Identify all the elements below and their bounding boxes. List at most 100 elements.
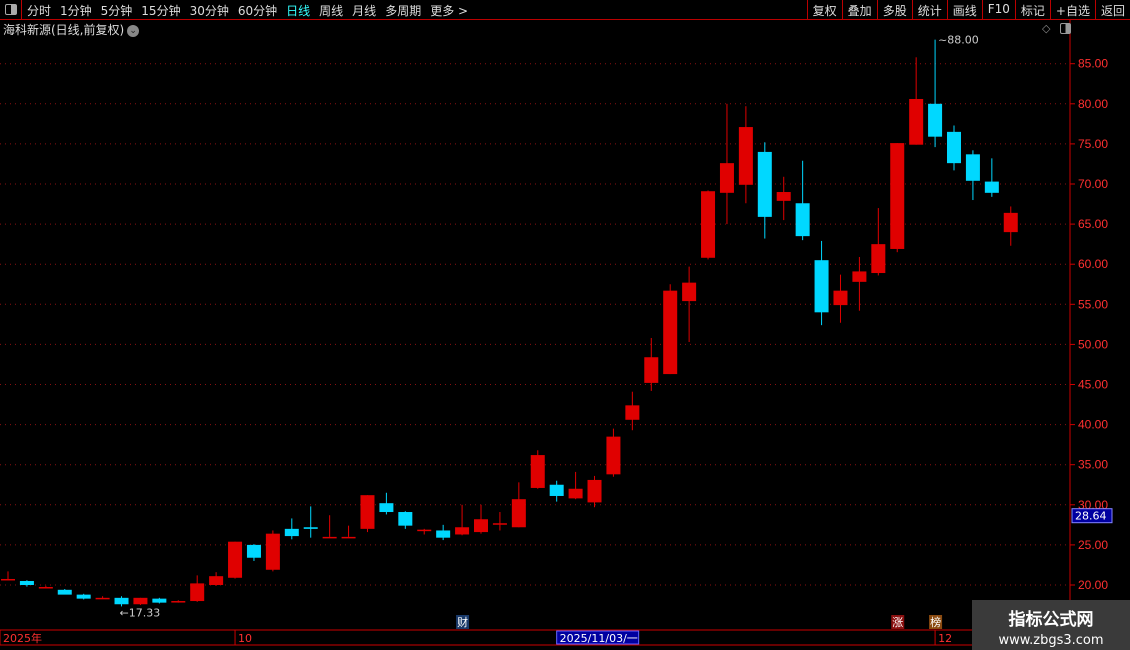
low-price-label: ←17.33 xyxy=(120,606,161,619)
toolbar-button-6[interactable]: 标记 xyxy=(1014,0,1050,19)
chevron-down-icon[interactable]: ⌄ xyxy=(127,24,140,37)
candle-body xyxy=(701,191,716,258)
y-tick-label: 65.00 xyxy=(1078,217,1108,231)
candle-body xyxy=(833,290,848,306)
candle-body xyxy=(663,290,678,375)
candle-body xyxy=(511,499,526,528)
tab-period-9[interactable]: 多周期 xyxy=(385,4,422,18)
toolbar-button-7[interactable]: +自选 xyxy=(1049,0,1095,19)
candle-body xyxy=(568,488,583,499)
y-tick-label: 80.00 xyxy=(1078,97,1108,111)
candle-body xyxy=(133,597,148,605)
candle-body xyxy=(606,436,621,475)
candle-body xyxy=(587,479,602,503)
stock-title: 海科新源(日线,前复权) xyxy=(3,23,125,37)
candle-body xyxy=(682,282,697,302)
y-tick-label: 40.00 xyxy=(1078,418,1108,432)
candle-body xyxy=(284,528,299,537)
candle-body xyxy=(436,530,451,538)
candle-body xyxy=(814,260,829,313)
candle-body xyxy=(360,495,375,529)
y-tick-label: 55.00 xyxy=(1078,297,1108,311)
period-tabs: 分时 1分钟 5分钟 15分钟 30分钟 60分钟 日线 周线 月线 多周期 更多 > xyxy=(27,2,477,19)
candle-body xyxy=(19,580,34,585)
y-tick-label: 50.00 xyxy=(1078,337,1108,351)
event-marker-label: 榜 xyxy=(930,615,941,629)
toolbar-button-3[interactable]: 统计 xyxy=(911,0,947,19)
toolbar-button-1[interactable]: 叠加 xyxy=(841,0,877,19)
candle-body xyxy=(1,578,15,581)
candle-body xyxy=(644,357,659,383)
candle-body xyxy=(95,597,110,600)
candle-body xyxy=(984,181,999,193)
tab-period-2[interactable]: 5分钟 xyxy=(100,4,133,18)
candle-body xyxy=(76,594,91,599)
layout-toggle-button[interactable] xyxy=(0,0,22,19)
tab-period-3[interactable]: 15分钟 xyxy=(141,4,181,18)
current-price-label: 28.64 xyxy=(1075,510,1107,523)
chart-title: 海科新源(日线,前复权) ⌄ xyxy=(3,21,140,38)
candle-body xyxy=(625,405,640,420)
y-tick-label: 25.00 xyxy=(1078,538,1108,552)
date-label: 12 xyxy=(938,632,952,645)
toolbar-button-5[interactable]: F10 xyxy=(981,0,1015,19)
candle-body xyxy=(209,576,224,585)
candle-body xyxy=(398,512,413,526)
candle-body xyxy=(719,163,734,193)
tab-period-5[interactable]: 60分钟 xyxy=(237,4,278,18)
candle-body xyxy=(852,271,867,282)
watermark-title: 指标公式网 xyxy=(1008,610,1094,630)
candle-body xyxy=(171,601,186,603)
candle-body xyxy=(738,127,753,185)
tab-period-0[interactable]: 分时 xyxy=(27,4,52,18)
candle-body xyxy=(947,131,961,164)
tab-period-1[interactable]: 1分钟 xyxy=(60,4,92,18)
tab-period-8[interactable]: 月线 xyxy=(352,4,377,18)
candle-body xyxy=(190,583,205,602)
y-tick-label: 60.00 xyxy=(1078,257,1108,271)
toolbar-button-8[interactable]: 返回 xyxy=(1094,0,1130,19)
candle-body xyxy=(757,151,772,217)
candle-body xyxy=(417,529,432,532)
panel-toggle-icon[interactable] xyxy=(1060,23,1071,34)
watermark-url: www.zbgs3.com xyxy=(998,633,1104,648)
toolbar-button-0[interactable]: 复权 xyxy=(806,0,842,19)
panel-icon xyxy=(5,4,17,15)
toolbar: 分时 1分钟 5分钟 15分钟 30分钟 60分钟 日线 周线 月线 多周期 更多 > 复权 叠加 多股… xyxy=(0,0,1130,20)
y-tick-label: 70.00 xyxy=(1078,177,1108,191)
candle-body xyxy=(152,598,167,603)
y-tick-label: 45.00 xyxy=(1078,378,1108,392)
toolbar-button-4[interactable]: 画线 xyxy=(946,0,982,19)
candle-body xyxy=(965,154,980,181)
candle-body xyxy=(492,523,507,525)
candle-body xyxy=(265,533,280,570)
candle-body xyxy=(114,597,129,605)
candle-body xyxy=(455,527,470,535)
candle-body xyxy=(928,103,943,137)
tab-period-7[interactable]: 周线 xyxy=(319,4,344,18)
candle-body xyxy=(322,536,337,539)
tab-period-4[interactable]: 30分钟 xyxy=(189,4,229,18)
y-tick-label: 20.00 xyxy=(1078,578,1108,592)
candle-body xyxy=(38,587,53,589)
candle-body xyxy=(246,544,261,558)
candle-body xyxy=(57,589,72,595)
candle-body xyxy=(795,203,810,237)
y-tick-label: 75.00 xyxy=(1078,137,1108,151)
cursor-date-label: 2025/11/03/一 xyxy=(560,632,638,645)
candle-body xyxy=(776,192,791,201)
candle-body xyxy=(303,527,318,529)
candle-body xyxy=(549,484,564,496)
candle-body xyxy=(474,519,488,533)
tab-period-10[interactable]: 更多 > xyxy=(430,4,469,18)
y-tick-label: 35.00 xyxy=(1078,458,1108,472)
event-marker-label: 涨 xyxy=(892,616,903,629)
tab-period-6[interactable]: 日线 xyxy=(286,4,311,18)
toolbar-button-2[interactable]: 多股 xyxy=(876,0,912,19)
y-tick-label: 85.00 xyxy=(1078,57,1108,71)
diamond-icon[interactable]: ◇ xyxy=(1042,22,1051,35)
candle-body xyxy=(1003,212,1018,233)
cursor-date-box xyxy=(556,630,640,645)
date-label: 10 xyxy=(238,632,252,645)
